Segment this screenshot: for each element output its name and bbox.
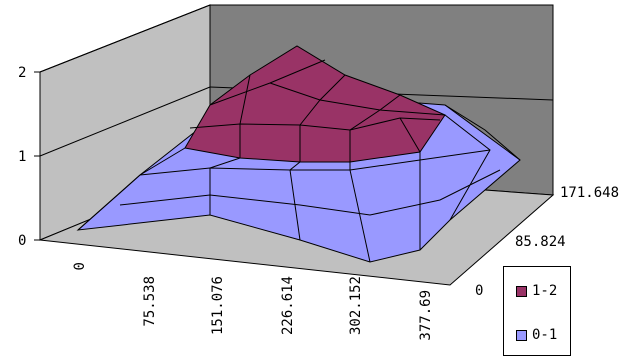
legend-item-0-1: 0-1	[516, 325, 557, 345]
legend-swatch-1-2	[516, 285, 527, 297]
mesh-line	[119, 169, 501, 216]
mesh-line	[444, 114, 491, 221]
z-axis-ticks	[34, 71, 40, 241]
y-tick-label-1: 85.824	[515, 234, 566, 250]
mesh-line	[289, 161, 301, 241]
y-tick-label-0: 0	[475, 283, 483, 299]
legend-label-1-2: 1-2	[532, 283, 558, 299]
x-tick-label-4: 302.152	[348, 276, 364, 335]
legend-swatch-0-1	[516, 329, 527, 341]
mesh-line	[299, 74, 346, 162]
x-tick-label-3: 226.614	[280, 276, 296, 335]
mesh-line	[444, 104, 521, 161]
x-tick-label-5: 377.69	[418, 290, 434, 341]
mesh-line	[349, 94, 401, 162]
z-tick-label-1: 1	[18, 149, 26, 165]
mesh-line	[209, 157, 241, 215]
mesh-line	[269, 82, 446, 116]
legend-item-1-2: 1-2	[516, 281, 557, 301]
z-tick-label-2: 2	[18, 65, 26, 81]
surface-mesh-upper	[189, 59, 446, 162]
legend-label-0-1: 0-1	[532, 327, 558, 343]
mesh-line	[399, 117, 421, 153]
legend: 1-2 0-1	[503, 266, 571, 356]
mesh-line	[349, 162, 371, 263]
z-tick-label-0: 0	[18, 233, 26, 249]
mesh-line	[189, 117, 441, 131]
x-tick-label-2: 151.076	[210, 276, 226, 335]
x-tick-label-1: 75.538	[142, 276, 158, 327]
y-tick-label-2: 171.648	[560, 185, 619, 201]
z-gridline-2	[39, 4, 211, 73]
surface-mesh-lower	[77, 104, 521, 263]
x-tick-label-0: 0	[72, 262, 88, 270]
z-gridline-1	[39, 86, 211, 157]
mesh-line	[139, 149, 491, 176]
mesh-line	[239, 74, 251, 158]
